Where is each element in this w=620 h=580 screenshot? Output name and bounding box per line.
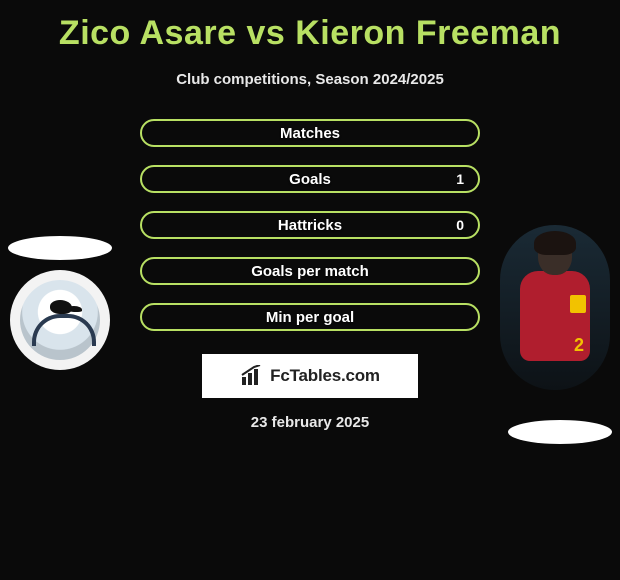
stat-label: Goals xyxy=(289,171,331,188)
brand-box: FcTables.com xyxy=(202,354,418,398)
stat-row: Goals per match xyxy=(0,248,620,294)
brand-text: FcTables.com xyxy=(270,366,380,386)
comparison-area: 2 Matches Goals 1 Hattricks 0 xyxy=(0,110,620,431)
stat-label: Matches xyxy=(280,125,340,142)
stat-bar: Matches xyxy=(140,119,480,147)
stat-bar: Hattricks 0 xyxy=(140,211,480,239)
stat-value-right: 0 xyxy=(456,217,464,233)
right-name-pill xyxy=(508,420,612,444)
stat-label: Goals per match xyxy=(251,263,369,280)
stat-value-right: 1 xyxy=(456,171,464,187)
page-title: Zico Asare vs Kieron Freeman xyxy=(0,0,620,53)
stat-label: Min per goal xyxy=(266,309,354,326)
stat-bar: Min per goal xyxy=(140,303,480,331)
stat-row: Goals 1 xyxy=(0,156,620,202)
stat-row: Min per goal xyxy=(0,294,620,340)
bar-chart-icon xyxy=(240,365,266,387)
subtitle: Club competitions, Season 2024/2025 xyxy=(0,71,620,88)
stat-row: Hattricks 0 xyxy=(0,202,620,248)
stat-label: Hattricks xyxy=(278,217,342,234)
stat-bar: Goals per match xyxy=(140,257,480,285)
stat-row: Matches xyxy=(0,110,620,156)
stat-rows: Matches Goals 1 Hattricks 0 Goals per ma… xyxy=(0,110,620,340)
stat-bar: Goals 1 xyxy=(140,165,480,193)
